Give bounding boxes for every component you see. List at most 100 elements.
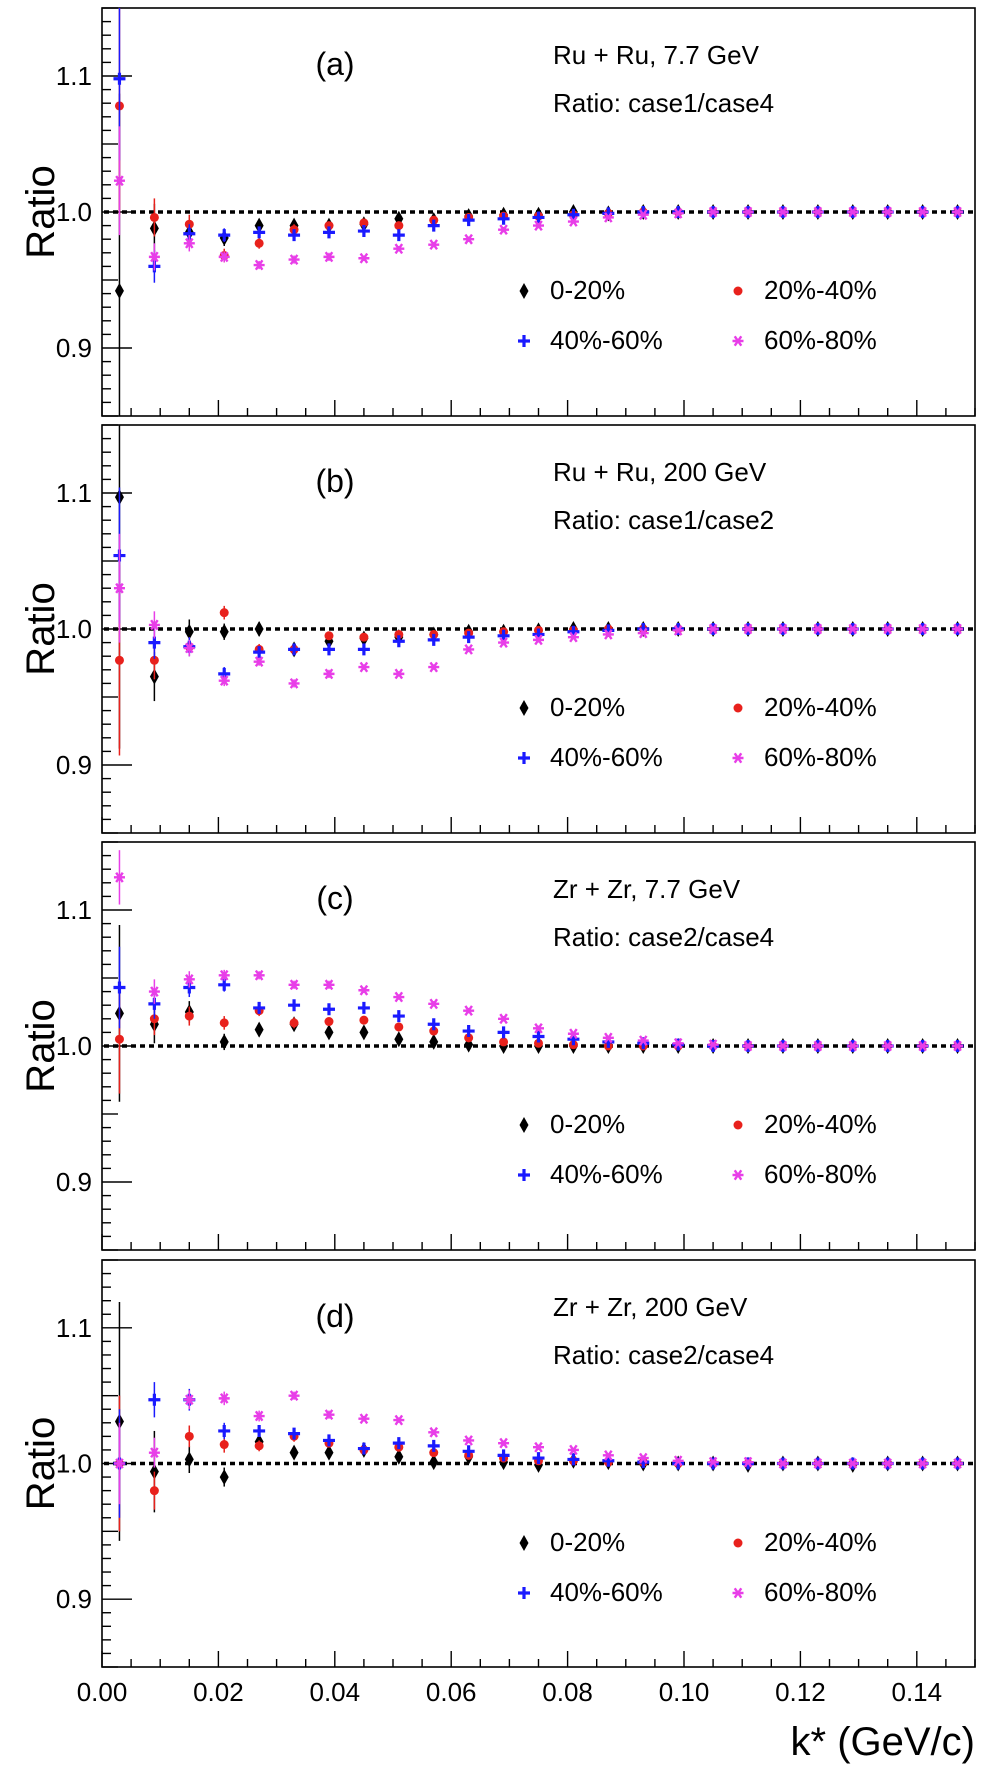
data-point bbox=[218, 675, 230, 687]
data-point bbox=[218, 978, 231, 991]
data-point bbox=[114, 282, 124, 299]
data-point bbox=[497, 1026, 510, 1039]
data-point bbox=[707, 206, 719, 218]
data-point bbox=[533, 1022, 544, 1034]
legend-marker bbox=[733, 703, 743, 713]
series-0 bbox=[114, 1302, 963, 1541]
data-point bbox=[567, 631, 579, 643]
data-point bbox=[882, 206, 894, 218]
data-point bbox=[253, 226, 266, 239]
data-point bbox=[184, 1431, 194, 1441]
data-point bbox=[358, 1413, 370, 1425]
data-point bbox=[392, 1437, 405, 1450]
data-point bbox=[219, 1018, 229, 1028]
data-point bbox=[428, 661, 440, 673]
data-point bbox=[114, 655, 124, 665]
data-point bbox=[322, 226, 335, 239]
y-tick-label: 1.0 bbox=[56, 614, 92, 644]
data-point bbox=[428, 239, 440, 251]
data-point bbox=[429, 1026, 439, 1036]
data-point bbox=[429, 1448, 439, 1458]
data-point bbox=[427, 633, 440, 646]
legend-marker bbox=[732, 335, 744, 347]
data-point bbox=[218, 969, 230, 981]
x-tick-label: 0.06 bbox=[426, 1677, 477, 1707]
series-1 bbox=[114, 565, 963, 756]
data-point bbox=[707, 1456, 719, 1468]
x-tick-label: 0.04 bbox=[309, 1677, 360, 1707]
legend-marker bbox=[519, 1535, 529, 1551]
data-point bbox=[357, 643, 370, 656]
data-point bbox=[322, 643, 335, 656]
data-point bbox=[882, 623, 894, 635]
x-tick-label: 0.02 bbox=[193, 1677, 244, 1707]
y-tick-label: 0.9 bbox=[56, 333, 92, 363]
series-3 bbox=[113, 850, 964, 1052]
data-point bbox=[148, 1393, 161, 1406]
data-point bbox=[463, 1435, 475, 1446]
y-tick-label: 1.1 bbox=[56, 1313, 92, 1343]
data-point bbox=[742, 1040, 754, 1052]
data-point bbox=[463, 233, 475, 245]
data-point bbox=[358, 661, 370, 673]
x-tick-label: 0.00 bbox=[77, 1677, 128, 1707]
panel-annotation: Zr + Zr, 200 GeV bbox=[553, 1292, 748, 1322]
data-point bbox=[149, 655, 159, 665]
data-point bbox=[812, 1458, 824, 1469]
data-point bbox=[114, 1034, 124, 1044]
panel-2: 0.9 1.0 1.1 Ratio (c) Zr + Zr, 7.7 GeV Ratio: … bbox=[19, 841, 976, 1251]
data-point bbox=[812, 206, 824, 218]
data-point bbox=[253, 259, 265, 271]
y-axis-title: Ratio bbox=[19, 165, 63, 258]
x-tick-label: 0.10 bbox=[659, 1677, 710, 1707]
data-point bbox=[393, 668, 405, 680]
data-point bbox=[219, 1440, 229, 1450]
data-point bbox=[498, 224, 510, 236]
panel-annotation: Ru + Ru, 200 GeV bbox=[553, 457, 767, 487]
panel-annotation: Zr + Zr, 7.7 GeV bbox=[553, 874, 741, 904]
data-point bbox=[288, 1427, 301, 1440]
series-0 bbox=[114, 924, 963, 1102]
data-point bbox=[533, 634, 544, 646]
data-point bbox=[567, 216, 579, 227]
data-point bbox=[359, 1015, 369, 1025]
data-point bbox=[707, 1039, 719, 1051]
panel-annotation: Ratio: case2/case4 bbox=[553, 1340, 774, 1370]
data-point bbox=[392, 1010, 405, 1023]
series-3 bbox=[113, 1390, 964, 1505]
series-2 bbox=[113, 8, 964, 283]
series-3 bbox=[113, 533, 964, 689]
data-point bbox=[148, 986, 160, 997]
data-point bbox=[917, 206, 929, 218]
data-point bbox=[847, 206, 859, 218]
data-point bbox=[917, 1458, 929, 1469]
legend-entry: 0-20% bbox=[550, 1527, 625, 1557]
data-point bbox=[742, 623, 754, 635]
legend-marker bbox=[518, 1169, 530, 1181]
data-point bbox=[428, 1426, 440, 1438]
legend-marker bbox=[519, 1117, 529, 1133]
data-point bbox=[219, 608, 229, 618]
legend-marker bbox=[518, 1587, 530, 1599]
legend-marker bbox=[518, 752, 530, 764]
series-2 bbox=[113, 487, 964, 681]
data-point bbox=[672, 624, 684, 636]
data-point bbox=[498, 1013, 510, 1025]
data-point bbox=[394, 1031, 404, 1048]
data-point bbox=[952, 1040, 964, 1052]
legend-entry: 20%-40% bbox=[764, 692, 877, 722]
panel-annotation: Ru + Ru, 7.7 GeV bbox=[553, 40, 760, 70]
data-point bbox=[254, 217, 264, 234]
data-point bbox=[253, 1424, 266, 1437]
data-point bbox=[322, 1003, 335, 1016]
data-point bbox=[812, 1040, 824, 1052]
panel-annotation: Ratio: case2/case4 bbox=[553, 922, 774, 952]
data-point bbox=[148, 251, 160, 263]
data-point bbox=[882, 1040, 894, 1052]
data-point bbox=[113, 871, 125, 883]
legend-entry: 0-20% bbox=[550, 692, 625, 722]
data-point bbox=[183, 973, 195, 985]
data-point bbox=[253, 1001, 266, 1014]
data-point bbox=[533, 220, 544, 231]
data-point bbox=[499, 1037, 509, 1047]
